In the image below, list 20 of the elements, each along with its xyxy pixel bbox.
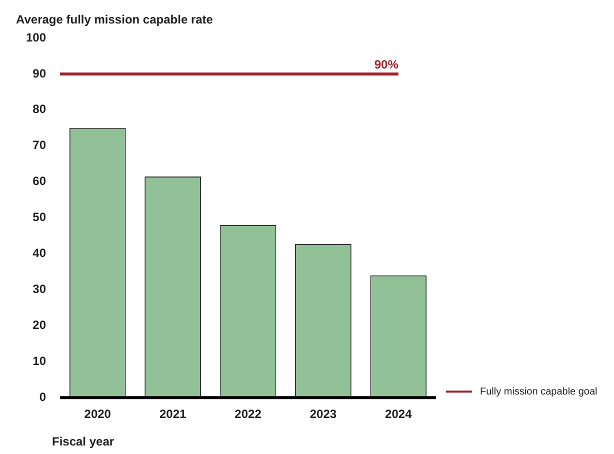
y-tick-label: 20 — [32, 318, 46, 332]
y-tick-label: 100 — [26, 30, 46, 44]
x-tick-label: 2020 — [84, 407, 112, 422]
y-axis-title: Average fully mission capable rate — [16, 12, 214, 26]
legend-label: Fully mission capable goal — [480, 386, 598, 398]
y-tick-label: 10 — [32, 354, 46, 368]
y-tick-label: 40 — [32, 246, 46, 260]
x-tick-label: 2021 — [159, 407, 186, 422]
x-tick-label: 2023 — [310, 407, 337, 422]
y-tick-label: 0 — [39, 390, 46, 404]
y-tick-label: 70 — [32, 138, 46, 152]
annotation: 90% — [374, 57, 399, 72]
y-tick-label: 50 — [32, 210, 46, 224]
y-tick-label: 30 — [32, 282, 46, 296]
x-tick-label: 2022 — [234, 407, 262, 422]
x-tick-label: 2024 — [385, 407, 412, 422]
y-tick-label: 80 — [32, 102, 46, 116]
y-tick-label: 60 — [32, 174, 46, 188]
y-tick-label: 90 — [32, 66, 46, 80]
x-axis-title: Fiscal year — [52, 434, 114, 448]
